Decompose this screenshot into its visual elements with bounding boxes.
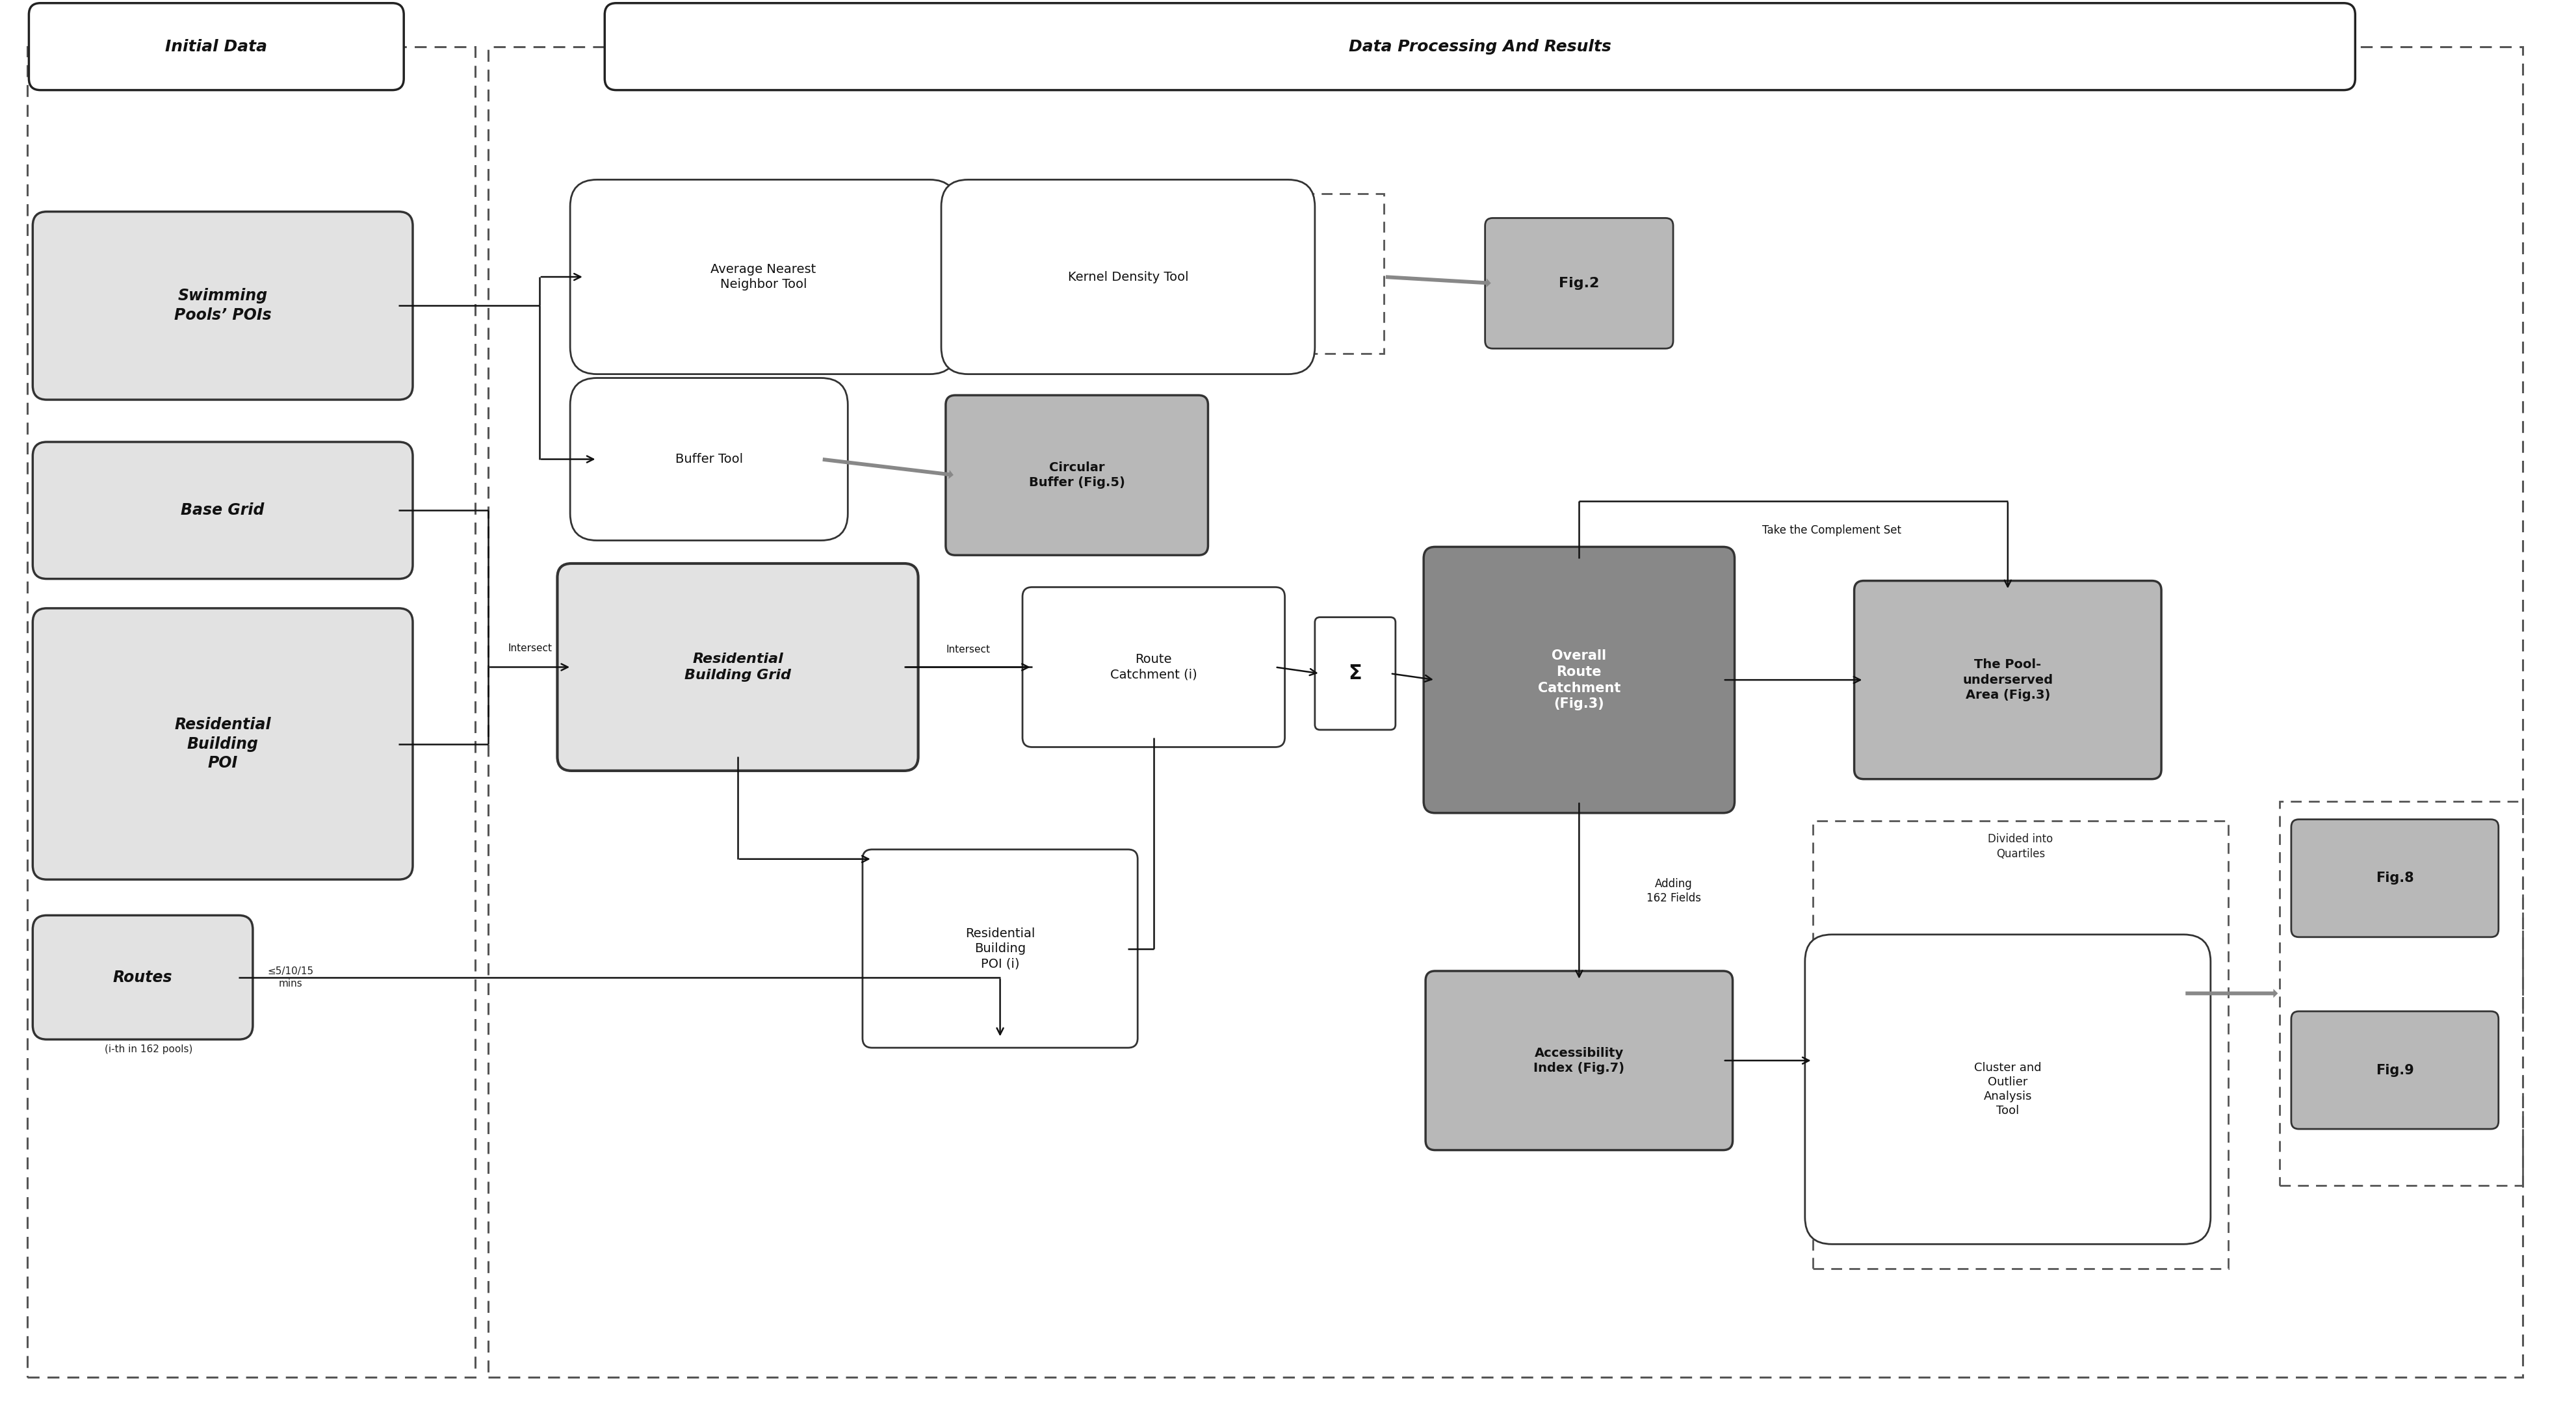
FancyBboxPatch shape	[1425, 971, 1734, 1150]
FancyBboxPatch shape	[1425, 547, 1734, 813]
Text: Routes: Routes	[113, 969, 173, 985]
FancyBboxPatch shape	[33, 212, 412, 399]
Text: The Pool-
underserved
Area (Fig.3): The Pool- underserved Area (Fig.3)	[1963, 659, 2053, 701]
FancyBboxPatch shape	[556, 563, 917, 770]
FancyBboxPatch shape	[569, 378, 848, 540]
FancyBboxPatch shape	[1855, 581, 2161, 779]
FancyBboxPatch shape	[33, 442, 412, 579]
Text: Average Nearest
Neighbor Tool: Average Nearest Neighbor Tool	[711, 262, 817, 291]
FancyBboxPatch shape	[33, 608, 412, 879]
Text: Intersect: Intersect	[945, 645, 989, 655]
FancyBboxPatch shape	[863, 849, 1139, 1048]
Text: Σ: Σ	[1347, 665, 1363, 683]
Text: Intersect: Intersect	[507, 643, 551, 653]
FancyBboxPatch shape	[1806, 934, 2210, 1245]
FancyBboxPatch shape	[1484, 219, 1674, 349]
Text: Fig.9: Fig.9	[2375, 1064, 2414, 1077]
FancyBboxPatch shape	[33, 916, 252, 1040]
FancyBboxPatch shape	[1314, 617, 1396, 729]
Text: ≤5/10/15
mins: ≤5/10/15 mins	[268, 967, 314, 988]
Text: Kernel Density Tool: Kernel Density Tool	[1066, 271, 1188, 284]
Text: Data Processing And Results: Data Processing And Results	[1350, 38, 1610, 55]
Text: Accessibility
Index (Fig.7): Accessibility Index (Fig.7)	[1533, 1047, 1625, 1074]
Text: (i-th in 162 pools): (i-th in 162 pools)	[106, 1044, 193, 1054]
FancyBboxPatch shape	[945, 395, 1208, 555]
Text: Buffer Tool: Buffer Tool	[675, 453, 742, 466]
Text: Fig.8: Fig.8	[2375, 872, 2414, 885]
FancyBboxPatch shape	[569, 179, 956, 374]
Text: Divided into
Quartiles: Divided into Quartiles	[1989, 834, 2053, 859]
Text: Adding
162 Fields: Adding 162 Fields	[1646, 878, 1700, 904]
FancyBboxPatch shape	[2290, 1012, 2499, 1129]
FancyBboxPatch shape	[2290, 820, 2499, 937]
Text: Residential
Building
POI: Residential Building POI	[175, 717, 270, 770]
Text: Base Grid: Base Grid	[180, 502, 265, 518]
Text: Route
Catchment (i): Route Catchment (i)	[1110, 653, 1198, 682]
Text: Initial Data: Initial Data	[165, 38, 268, 55]
FancyBboxPatch shape	[940, 179, 1314, 374]
Text: Fig.2: Fig.2	[1558, 277, 1600, 289]
Text: Cluster and
Outlier
Analysis
Tool: Cluster and Outlier Analysis Tool	[1973, 1062, 2040, 1118]
Text: Overall
Route
Catchment
(Fig.3): Overall Route Catchment (Fig.3)	[1538, 649, 1620, 711]
Text: Take the Complement Set: Take the Complement Set	[1762, 525, 1901, 536]
Text: Residential
Building Grid: Residential Building Grid	[685, 652, 791, 682]
Text: Circular
Buffer (Fig.5): Circular Buffer (Fig.5)	[1028, 461, 1126, 490]
Text: Residential
Building
POI (i): Residential Building POI (i)	[966, 927, 1036, 969]
FancyBboxPatch shape	[28, 3, 404, 90]
Text: Swimming
Pools’ POIs: Swimming Pools’ POIs	[175, 288, 270, 323]
FancyBboxPatch shape	[605, 3, 2354, 90]
FancyBboxPatch shape	[1023, 587, 1285, 746]
